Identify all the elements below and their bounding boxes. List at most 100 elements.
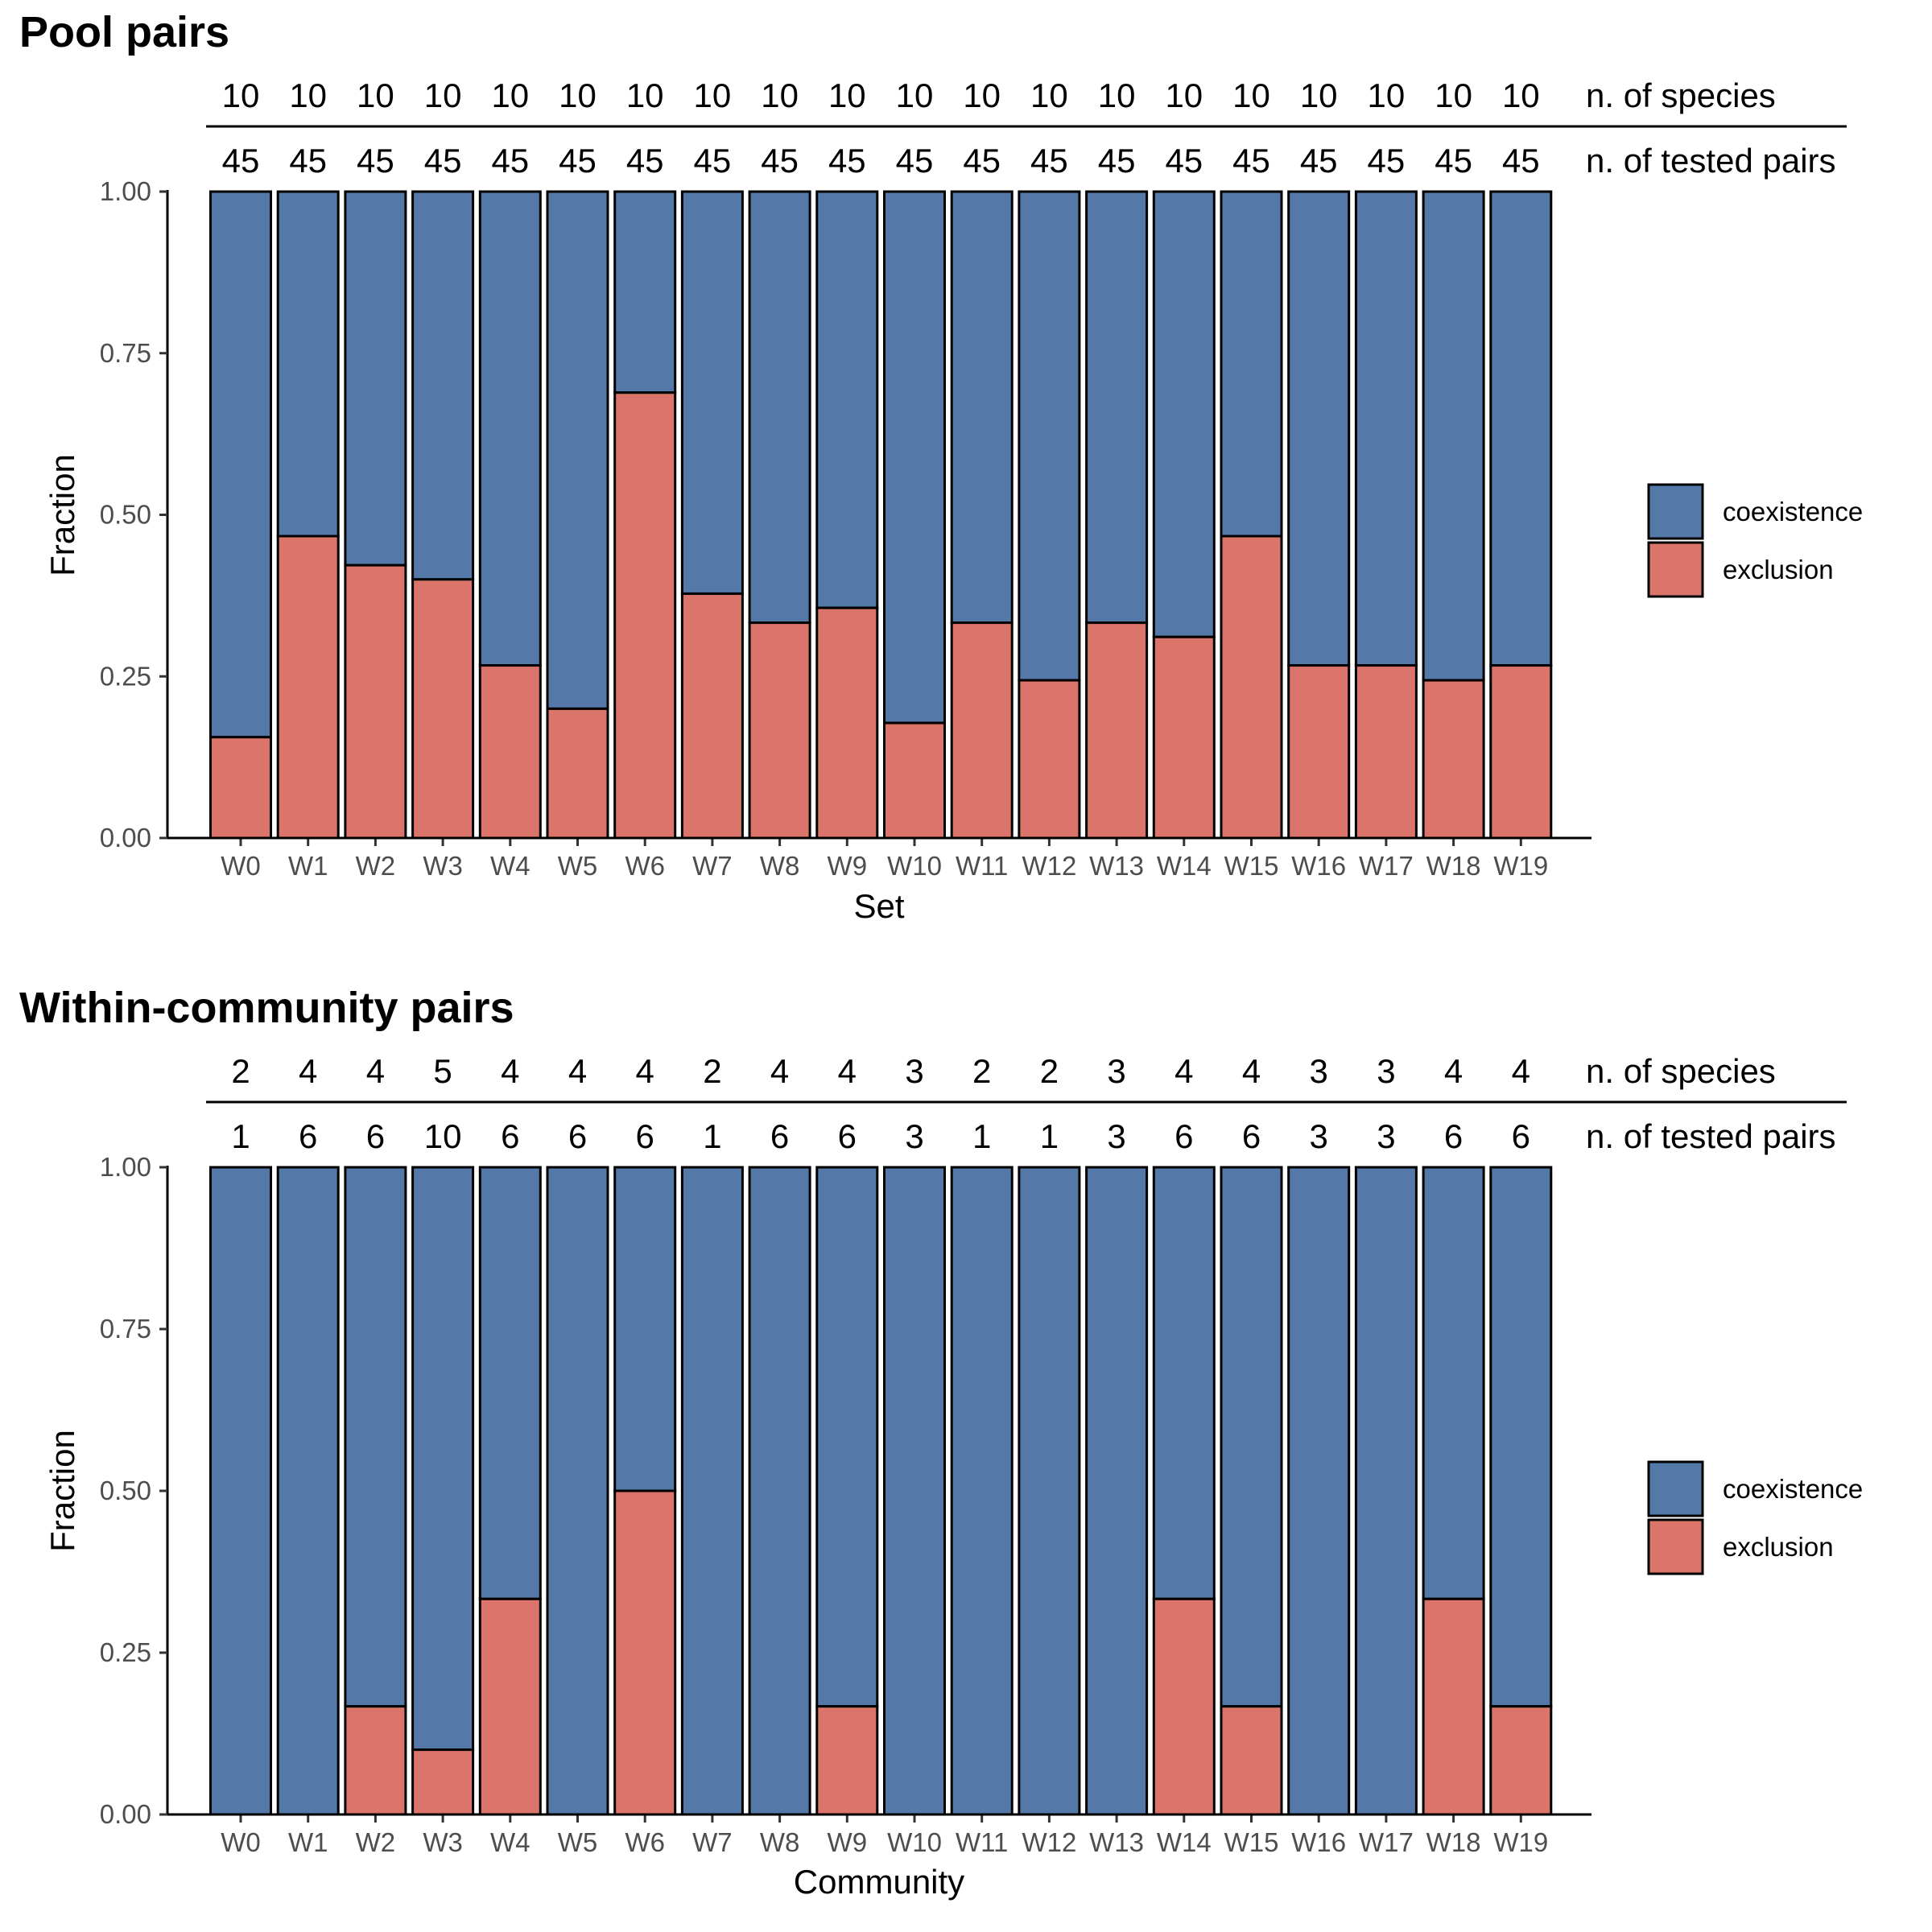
legend-swatch-exclusion [1647,541,1704,598]
bar-exclusion-W2 [344,1705,407,1816]
n-species-value: 4 [838,1052,857,1090]
n-pairs-value: 45 [694,142,732,180]
bar-exclusion-W6 [613,1489,677,1816]
n-species-value: 4 [366,1052,385,1090]
n-pairs-value: 6 [299,1117,317,1155]
bar-coexistence-W11 [950,190,1013,625]
n-pairs-value: 45 [1098,142,1136,180]
n-species-value: 2 [231,1052,250,1090]
bar-exclusion-W11 [950,621,1013,840]
n-pairs-value: 45 [1435,142,1472,180]
bar-coexistence-W10 [883,1166,946,1816]
n-pairs-value: 45 [1368,142,1406,180]
bar-coexistence-W1 [276,190,340,538]
bar-coexistence-W4 [478,190,542,667]
legend-label-exclusion: exclusion [1723,555,1834,584]
bar-exclusion-W15 [1220,1705,1283,1816]
y-tick-label: 1.00 [100,176,151,206]
y-tick-label: 0.25 [100,661,151,691]
bar-coexistence-W9 [815,1166,879,1708]
n-pairs-label: n. of tested pairs [1586,1117,1836,1155]
n-species-value: 10 [357,76,394,114]
bar-coexistence-W19 [1489,1166,1553,1708]
x-tick-label: W16 [1291,851,1346,881]
n-species-value: 10 [1435,76,1472,114]
n-species-value: 10 [1502,76,1540,114]
n-pairs-value: 3 [905,1117,923,1155]
x-tick-label: W11 [956,851,1008,881]
n-species-value: 4 [299,1052,317,1090]
bar-coexistence-W17 [1354,190,1418,667]
legend-label-exclusion: exclusion [1723,1532,1834,1562]
x-tick-label: W4 [490,1827,530,1857]
y-tick-label: 0.25 [100,1637,151,1667]
y-tick-label: 1.00 [100,1152,151,1182]
n-pairs-value: 6 [1242,1117,1261,1155]
bar-exclusion-W9 [815,606,879,840]
n-species-value: 3 [1310,1052,1328,1090]
n-species-value: 10 [963,76,1001,114]
x-tick-label: W1 [288,1827,328,1857]
bar-coexistence-W11 [950,1166,1013,1816]
n-species-value: 4 [1512,1052,1530,1090]
bar-coexistence-W3 [411,1166,475,1752]
bar-coexistence-W2 [344,1166,407,1708]
legend-label-coexistence: coexistence [1723,497,1863,526]
n-pairs-value: 45 [424,142,462,180]
bar-coexistence-W7 [680,1166,744,1816]
n-species-value: 10 [828,76,866,114]
n-species-value: 2 [972,1052,991,1090]
n-pairs-value: 45 [1165,142,1203,180]
n-pairs-value: 45 [761,142,799,180]
legend-label-coexistence: coexistence [1723,1474,1863,1504]
bar-coexistence-W2 [344,190,407,567]
chart-panel-1: Pool pairs 10 10 10 10 10 10 10 10 10 10 10 10 10 10 10… [19,8,1863,925]
n-pairs-value: 45 [1232,142,1270,180]
n-species-value: 10 [1300,76,1338,114]
x-axis-title: Community [794,1863,964,1901]
bar-coexistence-W9 [815,190,879,609]
x-tick-label: W2 [356,851,396,881]
n-pairs-value: 6 [636,1117,654,1155]
y-tick-label: 0.00 [100,1799,151,1829]
n-species-value: 10 [1030,76,1068,114]
n-pairs-value: 6 [366,1117,385,1155]
bar-coexistence-W15 [1220,1166,1283,1708]
n-species-value: 10 [626,76,664,114]
bar-coexistence-W7 [680,190,744,595]
legend: coexistence exclusion [1647,483,1863,598]
n-pairs-value: 1 [972,1117,991,1155]
bar-exclusion-W6 [613,391,677,840]
n-pairs-value: 6 [501,1117,519,1155]
n-pairs-value: 3 [1310,1117,1328,1155]
n-pairs-value: 45 [1502,142,1540,180]
x-tick-label: W3 [423,1827,463,1857]
x-tick-label: W11 [956,1827,1008,1857]
n-species-value: 10 [694,76,732,114]
n-species-value: 4 [1174,1052,1193,1090]
x-tick-label: W3 [423,851,463,881]
y-tick-label: 0.50 [100,500,151,530]
bar-coexistence-W5 [546,190,609,710]
n-species-value: 10 [424,76,462,114]
n-species-value: 4 [1444,1052,1463,1090]
bar-exclusion-W14 [1152,635,1216,840]
n-species-value: 2 [703,1052,721,1090]
x-tick-label: W6 [625,1827,665,1857]
bar-coexistence-W15 [1220,190,1283,538]
bar-exclusion-W16 [1287,664,1351,840]
n-pairs-value: 6 [568,1117,587,1155]
bar-exclusion-W1 [276,535,340,840]
bar-coexistence-W8 [748,190,811,625]
n-species-value: 5 [433,1052,452,1090]
x-tick-label: W13 [1089,1827,1144,1857]
chart-panel-2: Within-community pairs 2 4 4 5 4 4 4 2 4 4 3 2 2 3 4 4 3 3… [19,984,1863,1901]
bar-coexistence-W3 [411,190,475,581]
n-pairs-label: n. of tested pairs [1586,142,1836,180]
x-tick-label: W19 [1493,851,1548,881]
bar-coexistence-W4 [478,1166,542,1600]
bar-coexistence-W1 [276,1166,340,1816]
bar-coexistence-W8 [748,1166,811,1816]
legend-swatch-coexistence [1647,483,1704,540]
